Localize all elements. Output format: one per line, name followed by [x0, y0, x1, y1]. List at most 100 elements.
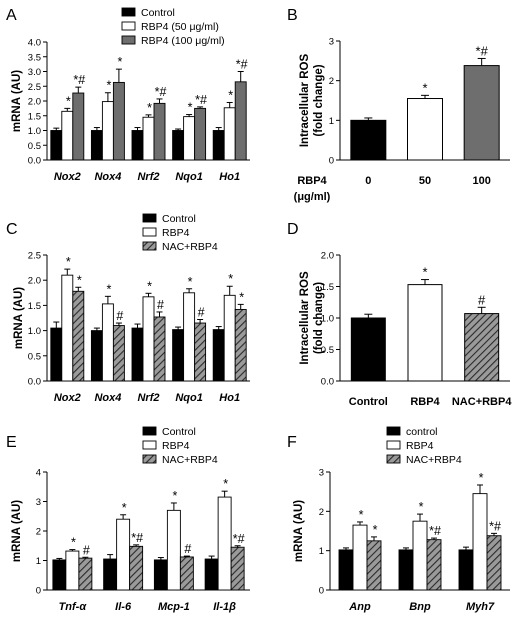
y-tick-label-B: 2 — [329, 76, 334, 87]
legend-swatch-C — [142, 213, 157, 223]
x-tick-label-C: Nox4 — [94, 392, 121, 404]
legend-swatch-A — [121, 35, 136, 45]
panel-letter-C: C — [6, 221, 18, 238]
legend-label-C: RBP4 — [162, 227, 190, 239]
significance-mark-E: * — [172, 489, 177, 503]
legend-swatch-A — [121, 7, 136, 17]
x-tick-label-C: Ho1 — [219, 392, 240, 404]
bar-C-Nox2-0 — [50, 327, 63, 382]
bar-F-Anp-0 — [338, 549, 354, 591]
bar-F-Myh7-0 — [458, 549, 474, 591]
y-tick-label-E: 2 — [36, 527, 41, 538]
legend-swatch-C — [142, 227, 157, 237]
x-tick-label-A: Nqo1 — [175, 171, 203, 183]
y-tick-label-F: 2 — [319, 507, 324, 518]
significance-mark-A: *# — [155, 85, 167, 99]
bar-A-Nox2-2 — [72, 92, 85, 161]
significance-mark-E: # — [184, 542, 191, 556]
legend-swatch-C — [142, 241, 157, 251]
bar-C-Nox2-2 — [72, 290, 85, 382]
legend-label-C: NAC+RBP4 — [162, 241, 218, 253]
x-tick-label-E: Il-1β — [213, 601, 236, 613]
y-tick-label-C: 1.0 — [28, 326, 41, 337]
x-tick-label-A: Nox2 — [54, 171, 81, 183]
y-tick-label-A: 0.0 — [28, 156, 41, 167]
bar-C-Nox4-1 — [101, 303, 114, 382]
panel-letter-B: B — [287, 7, 298, 24]
bar-E-Il-6-1 — [116, 518, 131, 591]
x-tick-label-B: 50 — [419, 175, 431, 187]
legend-swatch-F — [386, 426, 401, 436]
x-tick-label-A: Ho1 — [219, 171, 240, 183]
significance-mark-E: *# — [131, 531, 143, 545]
y-tick-label-A: 3.5 — [28, 52, 41, 63]
y-tick-label-A: 3.0 — [28, 67, 41, 78]
significance-mark-F: * — [373, 523, 378, 537]
y-tick-label-A: 1.0 — [28, 126, 41, 137]
significance-mark-D: * — [422, 265, 427, 280]
bar-A-Nox4-1 — [101, 101, 114, 161]
panel-letter-E: E — [6, 434, 17, 451]
y-tick-label-A: 4.0 — [28, 38, 41, 49]
y-tick-label-D: 1.5 — [321, 282, 334, 293]
bar-C-Nrf2-1 — [142, 296, 155, 382]
significance-mark-C: * — [77, 273, 82, 287]
bar-E-Mcp-1-1 — [166, 509, 181, 591]
y-tick-label-B: 0 — [329, 156, 334, 167]
x-tick-label-B: 100 — [472, 175, 490, 187]
x-tick-label-F: Anp — [348, 601, 371, 613]
y-tick-label-E: 4 — [36, 468, 41, 479]
x-tick-label-D: RBP4 — [410, 396, 440, 408]
x-tick-label-F: Myh7 — [466, 601, 495, 613]
x-tick-label-A: Nox4 — [94, 171, 121, 183]
legend-label-A: Control — [141, 7, 175, 19]
y-axis-label-B: Intracellular ROS — [299, 54, 311, 148]
y-axis-label-line2-D: (fold change) — [313, 282, 325, 354]
panel-letter-D: D — [287, 221, 299, 238]
bar-F-Myh7-2 — [486, 535, 502, 591]
significance-mark-A: * — [147, 101, 152, 115]
panel-letter-F: F — [287, 434, 297, 451]
x-tick-label-C: Nrf2 — [137, 392, 159, 404]
bar-A-Nrf2-1 — [142, 116, 155, 161]
legend-label-E: NAC+RBP4 — [162, 454, 218, 466]
significance-mark-B: * — [422, 80, 427, 95]
bar-E-Il-6-0 — [103, 558, 118, 591]
bar-E-Il-1β-1 — [217, 496, 232, 591]
bar-C-Nox4-0 — [90, 330, 103, 382]
bar-A-Nqo1-0 — [172, 130, 185, 161]
bar-B-50 — [407, 98, 443, 161]
bar-A-Ho1-1 — [223, 107, 236, 161]
bar-C-Nrf2-0 — [131, 327, 144, 382]
bar-A-Nox2-1 — [61, 110, 74, 161]
y-tick-label-A: 0.5 — [28, 141, 41, 152]
y-axis-label-A: mRNA (AU) — [11, 70, 23, 132]
bar-E-Mcp-1-0 — [153, 559, 168, 591]
legend-label-E: RBP4 — [162, 440, 190, 452]
bar-F-Anp-2 — [366, 540, 382, 591]
significance-mark-F: * — [479, 471, 484, 485]
significance-mark-A: * — [66, 94, 71, 108]
bar-A-Nqo1-2 — [194, 107, 207, 161]
y-tick-label-B: 1 — [329, 116, 334, 127]
bar-D-RBP4 — [407, 284, 443, 382]
y-tick-label-D: 1.0 — [321, 314, 334, 325]
y-tick-label-D: 2.0 — [321, 251, 334, 262]
bar-F-Myh7-1 — [472, 493, 488, 591]
bar-E-Tnf-α-0 — [52, 559, 67, 591]
significance-mark-C: * — [239, 290, 244, 304]
y-axis-label-D: Intracellular ROS — [299, 271, 311, 365]
legend-swatch-A — [121, 21, 136, 31]
legend-label-E: Control — [162, 426, 196, 438]
y-tick-label-C: 0.0 — [28, 377, 41, 388]
y-tick-label-E: 3 — [36, 497, 41, 508]
bar-C-Ho1-0 — [212, 329, 225, 382]
x-tick-label-C: Nox2 — [54, 392, 81, 404]
significance-mark-C: * — [147, 279, 152, 293]
significance-mark-E: * — [223, 477, 228, 491]
bar-C-Nrf2-2 — [153, 316, 166, 382]
y-tick-label-E: 1 — [36, 556, 41, 567]
y-tick-label-C: 0.5 — [28, 351, 41, 362]
significance-mark-A: *# — [73, 73, 85, 87]
significance-mark-A: * — [188, 101, 193, 115]
